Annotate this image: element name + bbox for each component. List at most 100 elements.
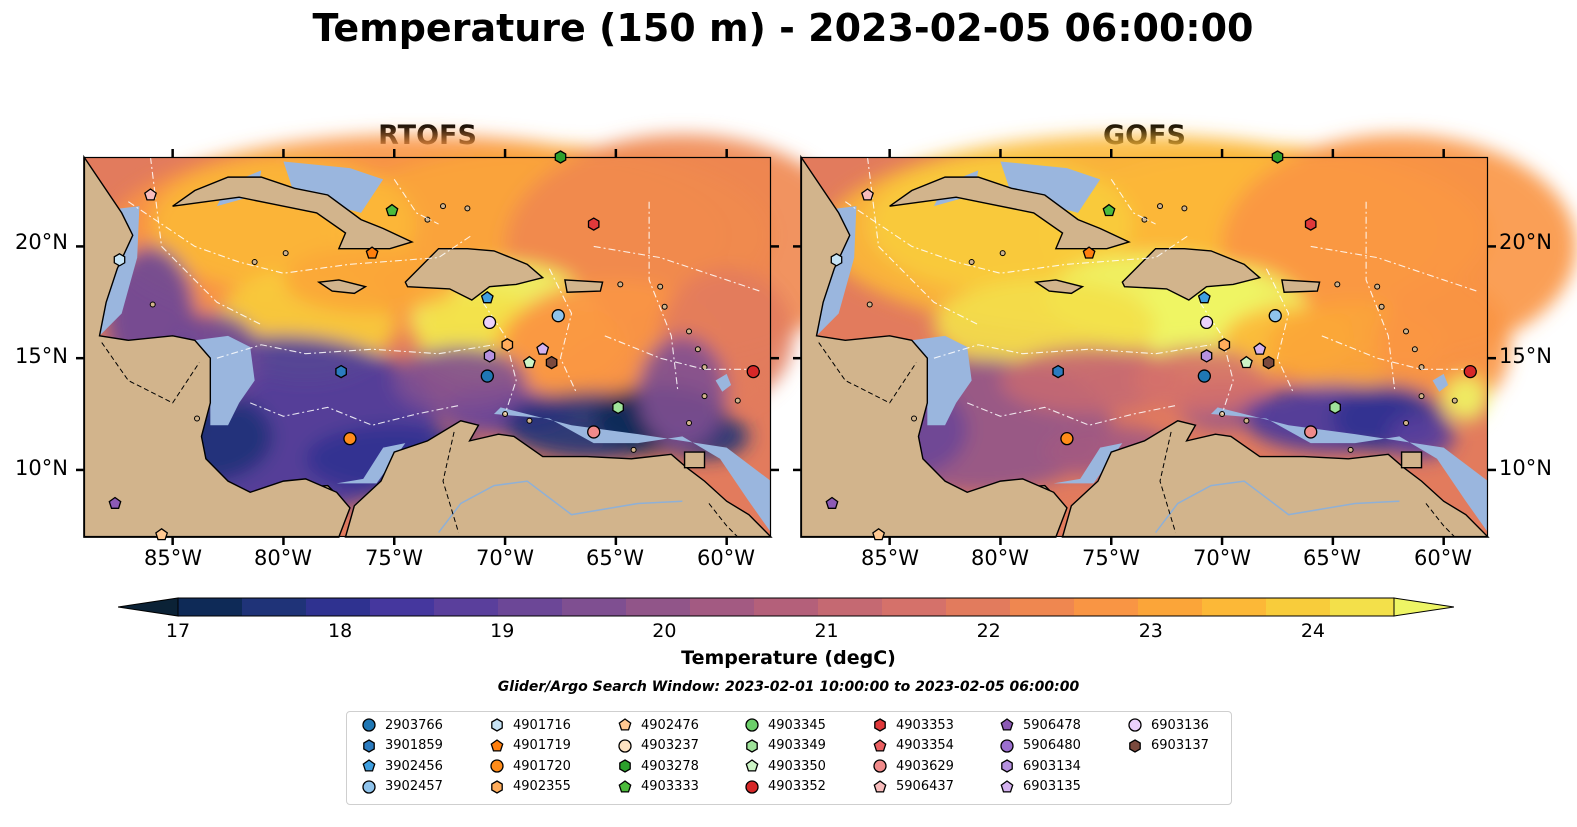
lon-label-80-left: 80°W xyxy=(254,546,312,570)
rtofs-island xyxy=(657,283,664,290)
pentagon-marker-icon xyxy=(1000,718,1014,731)
lon-label-75-right: 75°W xyxy=(1082,546,1140,570)
rtofs-marker-3901859 xyxy=(335,364,347,379)
gofs-marker-5906478 xyxy=(825,496,839,509)
gofs-island xyxy=(968,259,975,266)
legend-marker-5906437 xyxy=(873,779,887,793)
rtofs-island xyxy=(526,417,533,424)
lon-label-70-right: 70°W xyxy=(1193,546,1251,570)
legend-item-4903629: 4903629 xyxy=(872,757,954,775)
colorbar-segment xyxy=(562,598,627,616)
legend-label: 4903354 xyxy=(896,738,954,753)
gofs-island xyxy=(1347,446,1354,453)
legend-item-3902457: 3902457 xyxy=(361,778,443,796)
rtofs-marker-4902476 xyxy=(155,527,169,541)
rtofs-marker-3902457 xyxy=(551,309,565,323)
hexagon-marker-icon xyxy=(1129,738,1141,753)
gofs-field-blob xyxy=(1443,376,1488,421)
legend-marker-4901719 xyxy=(490,738,504,752)
rtofs-eez-line xyxy=(128,201,473,274)
lon-label-80-right: 80°W xyxy=(971,546,1029,570)
rtofs-field-blob xyxy=(283,246,461,314)
legend-item-4902355: 4902355 xyxy=(489,778,571,796)
legend-marker-6903135 xyxy=(1000,779,1014,793)
rtofs-border xyxy=(442,431,460,533)
rtofs-eez-line xyxy=(216,344,495,359)
lat-label-10-left: 10°N xyxy=(15,456,68,480)
legend-item-6903134: 6903134 xyxy=(999,757,1081,775)
rtofs-marker-2903766 xyxy=(480,369,494,383)
circle-marker-icon xyxy=(362,718,376,732)
rtofs-marker-4902355 xyxy=(501,338,514,352)
gofs-marker-3901859 xyxy=(1052,364,1064,379)
colorbar-segment xyxy=(370,598,435,616)
legend-label: 4903350 xyxy=(768,758,826,774)
pentagon-marker-icon xyxy=(1000,779,1014,793)
gofs-island xyxy=(1411,346,1418,353)
legend-marker-4902476 xyxy=(618,718,632,731)
rtofs-island xyxy=(617,281,624,288)
rtofs-eez-line xyxy=(393,179,439,225)
rtofs-eez-line xyxy=(593,245,761,292)
rtofs-marker-6903136 xyxy=(482,315,497,330)
lon-label-60-left: 60°W xyxy=(697,546,755,570)
legend-label: 3901859 xyxy=(385,738,443,753)
legend-marker-4903354 xyxy=(873,738,887,752)
gofs-island xyxy=(1403,420,1410,426)
legend-label: 5906437 xyxy=(896,779,954,794)
legend-marker-3902457 xyxy=(362,779,376,794)
gofs-land xyxy=(1281,279,1321,293)
rtofs-eez-line xyxy=(648,201,679,392)
rtofs-eez-line xyxy=(149,156,262,326)
gofs-shelf xyxy=(1053,443,1123,484)
legend-item-6903135: 6903135 xyxy=(999,778,1081,796)
gofs-marker-4903352 xyxy=(1463,364,1477,379)
gofs-island xyxy=(1157,203,1164,210)
rtofs-field-blob xyxy=(394,347,528,415)
rtofs-island xyxy=(194,415,201,422)
gofs-land xyxy=(1033,279,1085,295)
gofs-island xyxy=(999,250,1006,257)
gofs-land xyxy=(889,176,1131,250)
legend-item-4903354: 4903354 xyxy=(872,737,954,755)
lon-label-65-left: 65°W xyxy=(586,546,644,570)
colorbar-tick-18: 18 xyxy=(328,620,353,642)
legend-label: 4901719 xyxy=(513,738,571,753)
colorbar-segment xyxy=(498,598,563,616)
gofs-island xyxy=(1403,328,1410,335)
rtofs-marker-4903278 xyxy=(554,150,567,164)
gofs-field-blob xyxy=(933,279,1156,370)
gofs-marker-6903135 xyxy=(1253,342,1267,355)
hexagon-marker-icon xyxy=(746,738,758,753)
gofs-shelf xyxy=(911,335,972,426)
gofs-eez-line xyxy=(1310,245,1478,292)
pentagon-marker-icon xyxy=(745,759,759,772)
colorbar-tick-22: 22 xyxy=(976,620,1001,642)
gofs-marker-4903349 xyxy=(1329,400,1341,415)
colorbar-segment xyxy=(690,598,755,616)
legend-marker-4903278 xyxy=(619,759,631,773)
gofs-shelf xyxy=(1432,373,1449,392)
legend-marker-5906480 xyxy=(1000,738,1014,753)
legend-item-3901859: 3901859 xyxy=(361,737,443,755)
hexagon-marker-icon xyxy=(363,738,375,753)
rtofs-river xyxy=(437,480,683,533)
rtofs-island xyxy=(701,393,708,400)
circle-marker-icon xyxy=(362,779,376,794)
rtofs-marker-4903629 xyxy=(587,425,601,439)
legend-marker-4903333 xyxy=(618,779,632,793)
lon-label-60-right: 60°W xyxy=(1414,546,1472,570)
legend-label: 4903349 xyxy=(768,738,826,753)
legend-marker-6903136 xyxy=(1128,718,1142,732)
lat-label-20-right: 20°N xyxy=(1499,230,1552,254)
rtofs-marker-4901716 xyxy=(113,253,126,267)
legend-marker-6903137 xyxy=(1129,738,1141,753)
legend-label: 3902456 xyxy=(385,758,443,774)
legend-marker-4903349 xyxy=(746,738,758,753)
colorbar-tick-20: 20 xyxy=(652,620,677,642)
circle-marker-icon xyxy=(1128,718,1142,732)
colorbar-segment xyxy=(178,598,243,616)
rtofs-island xyxy=(464,205,471,212)
rtofs-marker-5906478 xyxy=(108,496,122,509)
legend-label: 4901716 xyxy=(513,717,571,733)
